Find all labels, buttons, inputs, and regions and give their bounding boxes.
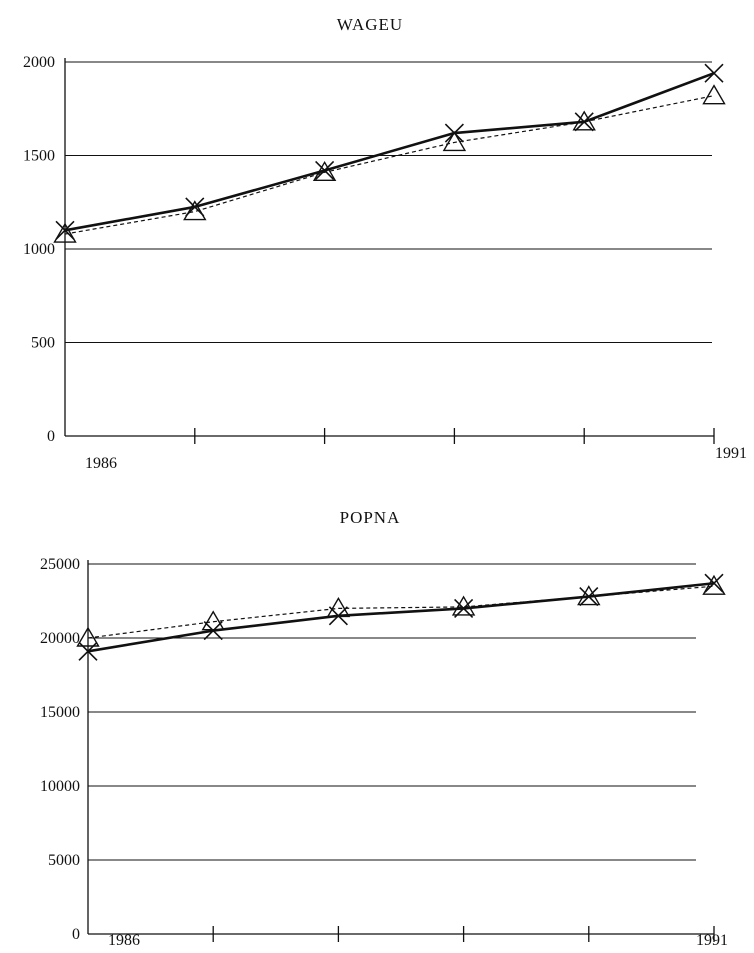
x-marker (704, 63, 724, 83)
y-tick-label: 15000 (40, 704, 80, 721)
y-tick-label: 0 (47, 428, 55, 445)
chart-title: POPNA (340, 508, 401, 527)
y-tick-label: 500 (31, 335, 55, 352)
dashed-series-line (64, 95, 715, 235)
triangle-marker (183, 200, 207, 221)
x-marker (203, 621, 223, 641)
x-tick-label: 1991 (696, 932, 728, 949)
chart-title: WAGEU (337, 15, 403, 34)
x-marker (55, 220, 75, 240)
triangle-marker (53, 222, 77, 243)
triangle-marker (577, 585, 601, 606)
x-tick-label: 1986 (108, 932, 140, 949)
dashed-series-line (87, 585, 715, 639)
solid-series-line (64, 72, 715, 232)
y-tick-label: 2000 (23, 54, 55, 71)
y-tick-label: 20000 (40, 630, 80, 647)
triangle-marker (572, 110, 596, 131)
wageu-chart: WAGEU 0 500 1000 1500 2000 1986 1991 (23, 15, 747, 472)
y-tick-label: 0 (72, 926, 80, 943)
triangle-marker (326, 597, 351, 618)
popna-chart: POPNA 0 5000 10000 15000 20000 25000 1986 199… (40, 508, 728, 949)
y-tick-label: 1500 (23, 148, 55, 165)
x-tick-label: 1986 (85, 455, 117, 472)
x-marker (704, 573, 724, 593)
triangle-marker (702, 84, 726, 105)
y-tick-label: 1000 (23, 241, 55, 258)
x-marker (579, 586, 599, 607)
solid-series-line (87, 581, 715, 653)
triangle-marker (702, 574, 726, 595)
y-tick-label: 5000 (48, 852, 80, 869)
y-tick-label: 10000 (40, 778, 80, 795)
y-tick-label: 25000 (40, 556, 80, 573)
triangle-marker (312, 160, 337, 182)
triangle-marker (201, 610, 225, 631)
x-marker (315, 160, 335, 181)
triangle-marker (451, 595, 476, 616)
x-tick-label: 1991 (715, 445, 747, 462)
x-marker (574, 112, 594, 132)
triangle-marker (442, 131, 467, 152)
triangle-marker (76, 626, 100, 647)
